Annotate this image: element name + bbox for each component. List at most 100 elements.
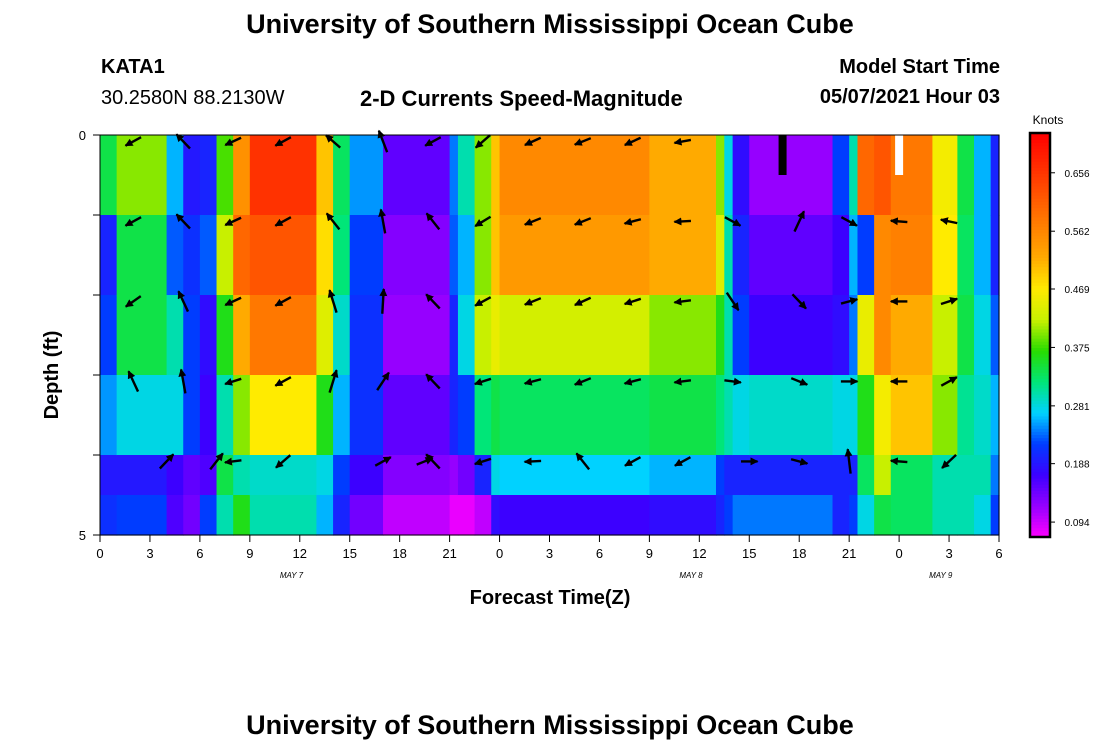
current-vector-arrow: [425, 293, 441, 310]
colorbar-segment: [1030, 269, 1050, 274]
heatmap-cell: [857, 135, 875, 216]
colorbar-segment: [1030, 353, 1050, 358]
colorbar-segment: [1030, 229, 1050, 234]
heatmap-cell: [449, 455, 459, 496]
current-vector-arrow: [791, 293, 807, 310]
colorbar-segment: [1030, 505, 1050, 510]
colorbar-tick-label: 0.188: [1064, 460, 1089, 471]
x-tick-label: 9: [246, 546, 253, 561]
colorbar-segment: [1030, 263, 1050, 268]
x-tick-label: 6: [995, 546, 1002, 561]
colorbar-segment: [1030, 220, 1050, 224]
current-vector-arrow: [575, 452, 591, 471]
colorbar-segment: [1030, 313, 1050, 317]
heatmap-cell: [216, 375, 234, 456]
colorbar-segment: [1030, 397, 1050, 401]
current-vector-arrow: [624, 456, 642, 467]
date-label: MAY 7: [280, 571, 304, 580]
heatmap-cell: [990, 215, 1000, 296]
heatmap-cell: [491, 495, 501, 536]
heatmap-cell: [990, 135, 1000, 216]
colorbar-segment: [1030, 362, 1050, 367]
heatmap-cell: [491, 455, 501, 496]
colorbar-segment: [1030, 176, 1050, 181]
colorbar-segment: [1030, 300, 1050, 305]
current-vector-arrow: [124, 216, 142, 227]
colorbar-segment: [1030, 136, 1050, 140]
colorbar-tick-label: 0.281: [1064, 402, 1089, 413]
current-vector-arrow: [674, 456, 692, 467]
current-vector-arrow: [374, 456, 392, 467]
colorbar-segment: [1030, 241, 1050, 246]
heatmap-cell: [499, 295, 650, 376]
colorbar-segment: [1030, 372, 1050, 376]
heatmap-cell: [749, 295, 834, 376]
current-vector-arrow: [274, 136, 292, 147]
colorbar-segment: [1030, 487, 1050, 491]
current-vector-arrow: [158, 453, 175, 470]
heatmap-cell: [449, 295, 459, 376]
colorbar-segment: [1030, 201, 1050, 206]
heatmap-cell: [449, 215, 459, 296]
colorbar-segment: [1030, 160, 1050, 165]
heatmap-cell: [957, 215, 975, 296]
colorbar-segment: [1030, 484, 1050, 488]
heatmap-cell: [849, 295, 859, 376]
colorbar-segment: [1030, 310, 1050, 314]
heatmap-cell: [649, 295, 717, 376]
x-tick-label: 3: [146, 546, 153, 561]
chart-subtitle: 2-D Currents Speed-Magnitude: [360, 86, 683, 111]
colorbar-segment: [1030, 328, 1050, 333]
current-vector-arrow: [473, 457, 492, 466]
current-vector-arrow: [793, 210, 806, 233]
heatmap-cell: [499, 495, 650, 536]
current-vector-arrow: [940, 297, 959, 306]
heatmap-cell: [100, 375, 118, 456]
colorbar-segment: [1030, 474, 1050, 479]
heatmap-cell: [316, 135, 334, 216]
heatmap-cell: [474, 295, 492, 376]
y-tick-label: 0: [79, 128, 86, 143]
colorbar-segment: [1030, 316, 1050, 321]
x-tick-label: 12: [293, 546, 307, 561]
colorbar-segment: [1030, 347, 1050, 352]
colorbar-segment: [1030, 151, 1050, 156]
colorbar-segment: [1030, 232, 1050, 237]
colorbar-segment: [1030, 207, 1050, 212]
heatmap-cell: [957, 495, 975, 536]
heatmap-cell: [183, 375, 201, 456]
colorbar-segment: [1030, 527, 1050, 532]
heatmap-cell: [333, 295, 351, 376]
heatmap-cell: [874, 215, 892, 296]
colorbar-segment: [1030, 369, 1050, 373]
missing-data-marker: [895, 135, 904, 175]
current-vector-arrow: [724, 216, 742, 227]
heatmap-cell: [199, 375, 218, 456]
heatmap-cell: [199, 135, 218, 216]
current-vector-arrow: [524, 136, 542, 147]
colorbar-segment: [1030, 412, 1050, 417]
heatmap-cell: [316, 455, 334, 496]
colorbar-segment: [1030, 496, 1050, 501]
x-tick-label: 3: [945, 546, 952, 561]
colorbar: 0.656 0.562 0.469 0.375 0.281 0.188 0.094: [1028, 131, 1090, 539]
heatmap-cell: [890, 295, 934, 376]
heatmap-cell: [874, 495, 892, 536]
heatmap-cell: [724, 135, 734, 216]
heatmap-cell: [457, 375, 476, 456]
heatmap-cell: [216, 495, 234, 536]
heatmap-cell: [990, 455, 1000, 496]
colorbar-segment: [1030, 275, 1050, 280]
heatmap-cell: [491, 375, 501, 456]
current-vector-arrow: [378, 208, 387, 234]
x-tick-label: 21: [442, 546, 456, 561]
current-vector-arrow: [840, 297, 859, 305]
current-vector-arrow: [224, 377, 242, 386]
current-vector-arrow: [573, 137, 592, 146]
heatmap-cell: [932, 455, 958, 496]
heatmap-cell: [857, 455, 875, 496]
heatmap-cell: [183, 295, 201, 376]
x-tick-label: 0: [96, 546, 103, 561]
colorbar-segment: [1030, 139, 1050, 143]
x-tick-label: 0: [895, 546, 902, 561]
